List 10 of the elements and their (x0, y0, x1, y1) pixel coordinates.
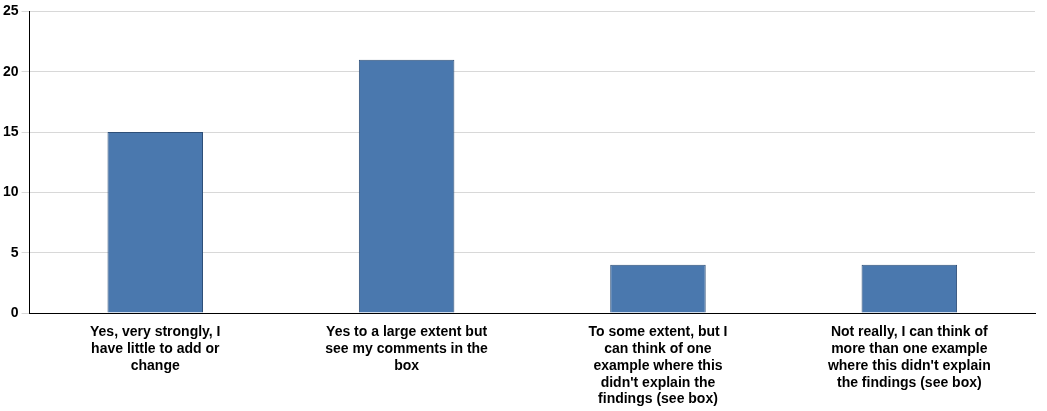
y-tick-label: 10 (2, 183, 19, 200)
x-tick-label: Yes, very strongly, I have little to add or change (90, 323, 221, 373)
y-tick-label: 25 (2, 2, 19, 19)
x-tick-label: Yes to a large extent but see my comments in the box (325, 323, 489, 373)
x-tick-label: To some extent, but I can think of one example where this didn't explain the findings (see box) (588, 323, 728, 407)
y-tick-label: 5 (10, 243, 19, 260)
y-tick-label: 0 (10, 303, 19, 320)
y-tick-label: 15 (2, 122, 19, 139)
y-tick-label: 20 (2, 62, 19, 79)
x-tick-label: Not really, I can think of more than one example where this didn't explain the findings (see box) (826, 323, 991, 390)
